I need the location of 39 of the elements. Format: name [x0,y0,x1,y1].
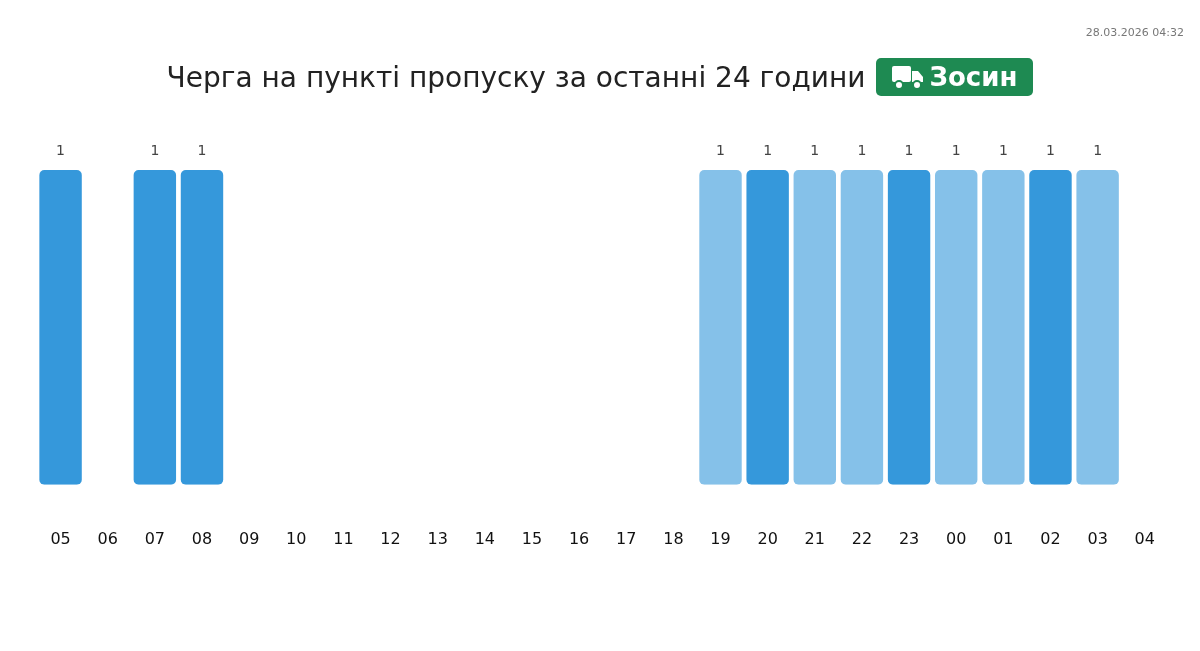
x-tick-label: 22 [851,528,873,548]
x-tick-label: 03 [1087,528,1108,548]
x-tick-label: 07 [144,528,166,548]
x-tick-label: 11 [333,528,354,548]
x-tick-label: 13 [427,528,448,548]
x-tick-label: 15 [521,528,543,548]
x-tick-label: 16 [568,528,590,548]
text: 28.03.2026 04:32 [1085,26,1184,39]
data-label: 1 [904,141,914,158]
x-tick-label: 09 [238,528,260,548]
data-label: 1 [150,141,160,158]
x-tick-label: 12 [380,528,401,548]
x-tick-label: 21 [804,528,825,548]
data-label: 1 [998,141,1008,158]
x-tick-label: 05 [50,528,71,548]
data-label: 1 [197,141,207,158]
x-tick-label: 06 [97,528,118,548]
x-tick-label: 17 [616,528,637,548]
x-tick-label: 20 [757,528,778,548]
x-tick-label: 08 [191,528,213,548]
x-tick-label: 18 [663,528,684,548]
chart-title: Черга на пункті пропуску за останні 24 години [166,60,866,94]
data-label: 1 [1046,141,1055,158]
x-tick-label: 19 [710,528,731,548]
data-label: 1 [857,141,867,158]
data-label: 1 [56,141,66,158]
data-label: 1 [951,141,961,158]
chart-subtitle: Зосин [929,62,1018,92]
x-tick-label: 10 [286,528,307,548]
x-tick-label: 00 [946,528,967,548]
x-tick-label: 23 [898,528,920,548]
x-tick-label: 04 [1134,528,1155,548]
data-label: 1 [716,141,725,158]
data-label: 1 [1093,141,1103,158]
data-label: 1 [763,141,773,158]
x-tick-label: 01 [993,528,1014,548]
x-tick-label: 02 [1040,528,1061,548]
x-tick-label: 14 [474,528,495,548]
data-label: 1 [810,141,820,158]
